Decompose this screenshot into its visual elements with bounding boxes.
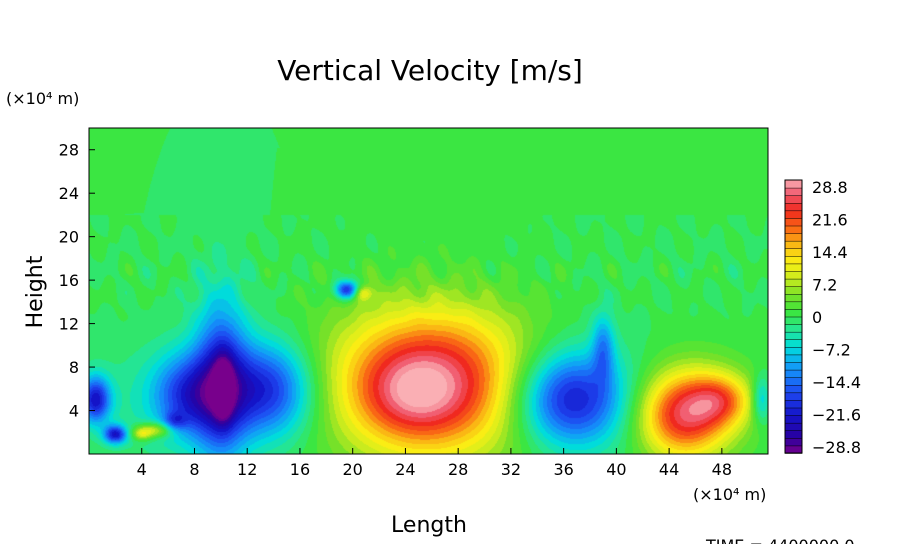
x-tick-label: 12 bbox=[237, 460, 257, 479]
colorbar-label: −14.4 bbox=[812, 373, 861, 392]
x-axis: 4 8 12 16 20 24 28 32 36 40 44 48 bbox=[137, 448, 732, 479]
colorbar-segment bbox=[784, 202, 803, 212]
colorbar-segment bbox=[784, 308, 803, 318]
y-tick-label: 24 bbox=[59, 184, 79, 203]
colorbar-segment bbox=[784, 240, 803, 250]
x-tick-label: 8 bbox=[189, 460, 199, 479]
colorbar-segment bbox=[784, 293, 803, 303]
colorbar-segment bbox=[784, 414, 803, 424]
colorbar-segment bbox=[784, 392, 803, 401]
y-tick-label: 20 bbox=[59, 228, 79, 247]
colorbar-segment bbox=[784, 422, 803, 431]
colorbar-segment bbox=[784, 430, 803, 439]
colorbar-segment bbox=[784, 179, 803, 189]
colorbar-segment bbox=[784, 331, 803, 340]
time-label: TIME = 4400000.0 bbox=[705, 536, 855, 544]
x-tick-label: 20 bbox=[343, 460, 363, 479]
x-tick-label: 36 bbox=[553, 460, 573, 479]
colorbar-segment bbox=[784, 376, 803, 386]
colorbar-segment bbox=[784, 445, 803, 454]
colorbar-segment bbox=[784, 346, 803, 356]
colorbar-label: 0 bbox=[812, 308, 822, 327]
colorbar-segment bbox=[784, 194, 803, 204]
colorbar-segment bbox=[784, 384, 803, 394]
colorbar-segment bbox=[784, 407, 803, 416]
x-tick-label: 44 bbox=[659, 460, 679, 479]
x-tick-label: 4 bbox=[137, 460, 147, 479]
colorbar-frame bbox=[784, 179, 803, 454]
colorbar-segment bbox=[784, 278, 803, 287]
colorbar-segment bbox=[784, 232, 803, 242]
y-unit-label: (×10⁴ m) bbox=[6, 89, 79, 108]
y-axis-label: Height bbox=[23, 255, 48, 328]
colorbar-segment bbox=[784, 437, 803, 447]
colorbar-segment bbox=[784, 354, 803, 363]
y-tick-label: 28 bbox=[59, 141, 79, 160]
x-tick-label: 48 bbox=[712, 460, 732, 479]
x-tick-label: 24 bbox=[395, 460, 415, 479]
x-tick-label: 32 bbox=[501, 460, 521, 479]
colorbar-label: 21.6 bbox=[812, 211, 848, 230]
colorbar-label: 7.2 bbox=[812, 276, 837, 295]
heatmap-canvas bbox=[89, 128, 768, 454]
colorbar-segment bbox=[784, 217, 803, 227]
colorbar-label: 14.4 bbox=[812, 243, 848, 262]
x-tick-label: 16 bbox=[290, 460, 310, 479]
colorbar-segment bbox=[784, 323, 803, 333]
colorbar-segment bbox=[784, 339, 803, 348]
heatmap-plot-area bbox=[89, 128, 768, 454]
x-unit-label: (×10⁴ m) bbox=[693, 485, 766, 504]
x-tick-label: 28 bbox=[448, 460, 468, 479]
colorbar-segment bbox=[784, 248, 803, 257]
x-tick-label: 40 bbox=[606, 460, 626, 479]
y-tick-label: 8 bbox=[69, 358, 79, 377]
y-tick-label: 4 bbox=[69, 402, 79, 421]
colorbar-segment bbox=[784, 187, 803, 196]
colorbar-segment bbox=[784, 369, 803, 378]
colorbar-label: −7.2 bbox=[812, 341, 851, 360]
y-axis: 4 8 12 16 20 24 28 bbox=[59, 141, 95, 421]
chart-title: Vertical Velocity [m/s] bbox=[277, 54, 583, 87]
colorbar: 28.8 21.6 14.4 7.2 0 −7.2 −14.4 −21.6 −28.8 bbox=[784, 178, 861, 457]
colorbar-segment bbox=[784, 225, 803, 234]
colorbar-label: −21.6 bbox=[812, 406, 861, 425]
x-axis-label: Length bbox=[391, 513, 467, 538]
colorbar-segment bbox=[784, 285, 803, 295]
colorbar-segment bbox=[784, 210, 803, 219]
colorbar-segment bbox=[784, 301, 803, 310]
colorbar-segment bbox=[784, 316, 803, 325]
y-tick-label: 16 bbox=[59, 271, 79, 290]
y-tick-label: 12 bbox=[59, 315, 79, 334]
colorbar-segment bbox=[784, 263, 803, 272]
colorbar-segment bbox=[784, 361, 803, 371]
colorbar-segment bbox=[784, 270, 803, 280]
colorbar-label: 28.8 bbox=[812, 178, 848, 197]
colorbar-segment bbox=[784, 255, 803, 265]
colorbar-label: −28.8 bbox=[812, 438, 861, 457]
plot-frame bbox=[88, 127, 769, 455]
colorbar-segment bbox=[784, 399, 803, 409]
